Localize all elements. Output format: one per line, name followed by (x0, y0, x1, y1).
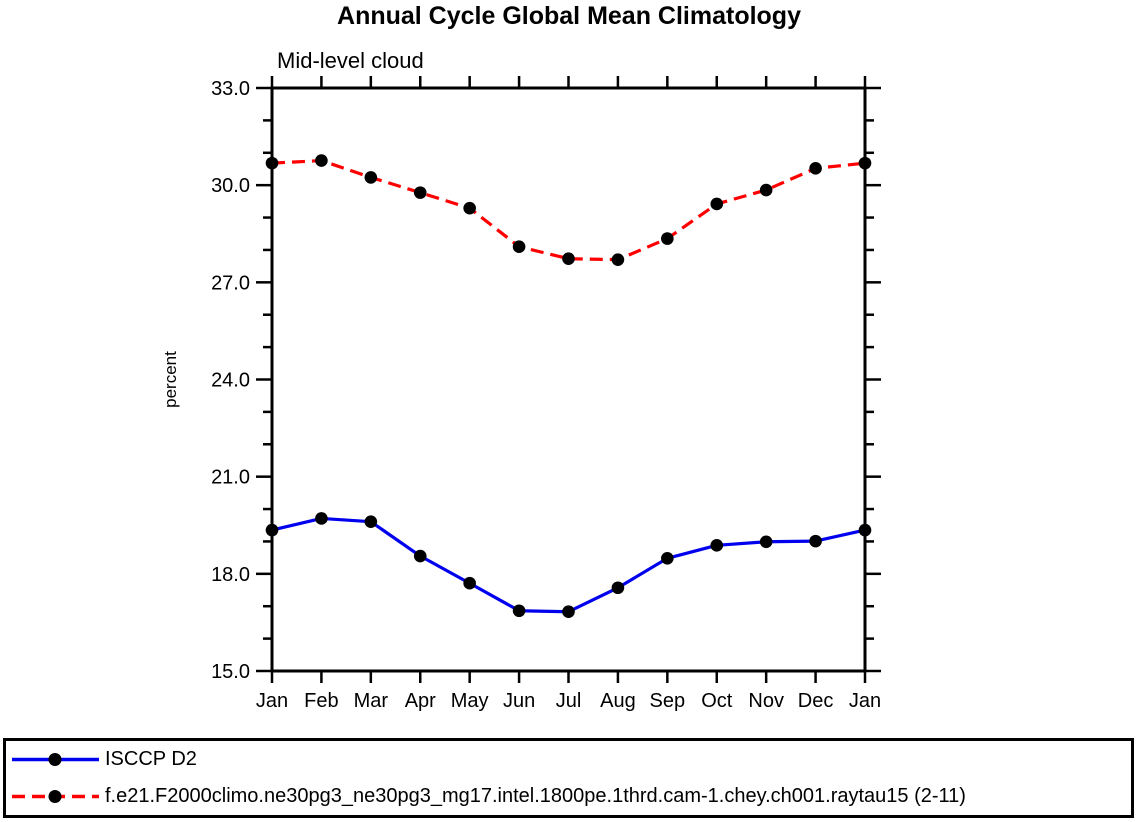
data-point (809, 534, 822, 548)
y-tick-label: 30.0 (211, 175, 250, 197)
data-point (759, 183, 773, 197)
x-tick-label: Jan (256, 690, 288, 712)
data-point (710, 197, 724, 211)
data-point (661, 232, 674, 245)
legend-item-isccp: ISCCP D2 (6, 741, 1131, 778)
data-point (611, 253, 625, 266)
x-tick-label: Jun (503, 690, 535, 712)
y-tick-label: 15.0 (211, 661, 250, 683)
data-point (512, 240, 526, 254)
data-point (413, 186, 427, 199)
legend-line-sample-dashed (12, 790, 99, 803)
legend-label: f.e21.F2000climo.ne30pg3_ne30pg3_mg17.in… (105, 785, 966, 807)
x-tick-label: Jul (556, 690, 582, 712)
series-line-0 (271, 516, 866, 614)
data-point (463, 576, 476, 590)
x-tick-label: Dec (798, 690, 834, 712)
x-tick-label: Mar (354, 690, 389, 712)
data-point (661, 551, 674, 565)
data-point (265, 156, 279, 170)
data-point (512, 604, 526, 618)
data-point (364, 515, 378, 528)
data-point (562, 605, 575, 619)
data-point (710, 539, 724, 552)
legend-item-model: f.e21.F2000climo.ne30pg3_ne30pg3_mg17.in… (6, 778, 1131, 815)
x-tick-label: Nov (748, 690, 784, 712)
series-line-1 (271, 158, 866, 262)
y-tick-label: 24.0 (211, 370, 250, 392)
y-axis-title: percent (161, 351, 180, 408)
y-tick-label: 18.0 (211, 564, 250, 586)
y-tick-label: 21.0 (211, 467, 250, 489)
data-point (463, 201, 476, 215)
x-tick-label: May (451, 690, 489, 712)
x-tick-label: Aug (600, 690, 636, 712)
data-point (858, 523, 872, 537)
data-point (858, 156, 872, 170)
data-point (809, 162, 822, 175)
data-point (364, 171, 378, 184)
x-tick-label: Apr (405, 690, 436, 712)
data-point (265, 523, 279, 537)
legend: ISCCP D2 f.e21.F2000climo.ne30pg3_ne30pg… (3, 738, 1134, 818)
data-point (315, 512, 328, 525)
chart-subtitle: Mid-level cloud (277, 48, 424, 73)
data-point (759, 535, 773, 549)
x-tick-label: Jan (849, 690, 881, 712)
x-tick-label: Oct (701, 690, 733, 712)
y-tick-label: 33.0 (211, 78, 250, 100)
y-tick-label: 27.0 (211, 272, 250, 294)
data-point (315, 154, 328, 167)
chart-title: Annual Cycle Global Mean Climatology (337, 2, 801, 30)
data-point (611, 581, 625, 595)
data-point (562, 252, 575, 265)
data-point (413, 549, 427, 563)
x-tick-label: Sep (650, 690, 686, 712)
legend-line-sample-solid (12, 753, 99, 766)
legend-label: ISCCP D2 (105, 748, 197, 770)
x-tick-label: Feb (304, 690, 338, 712)
